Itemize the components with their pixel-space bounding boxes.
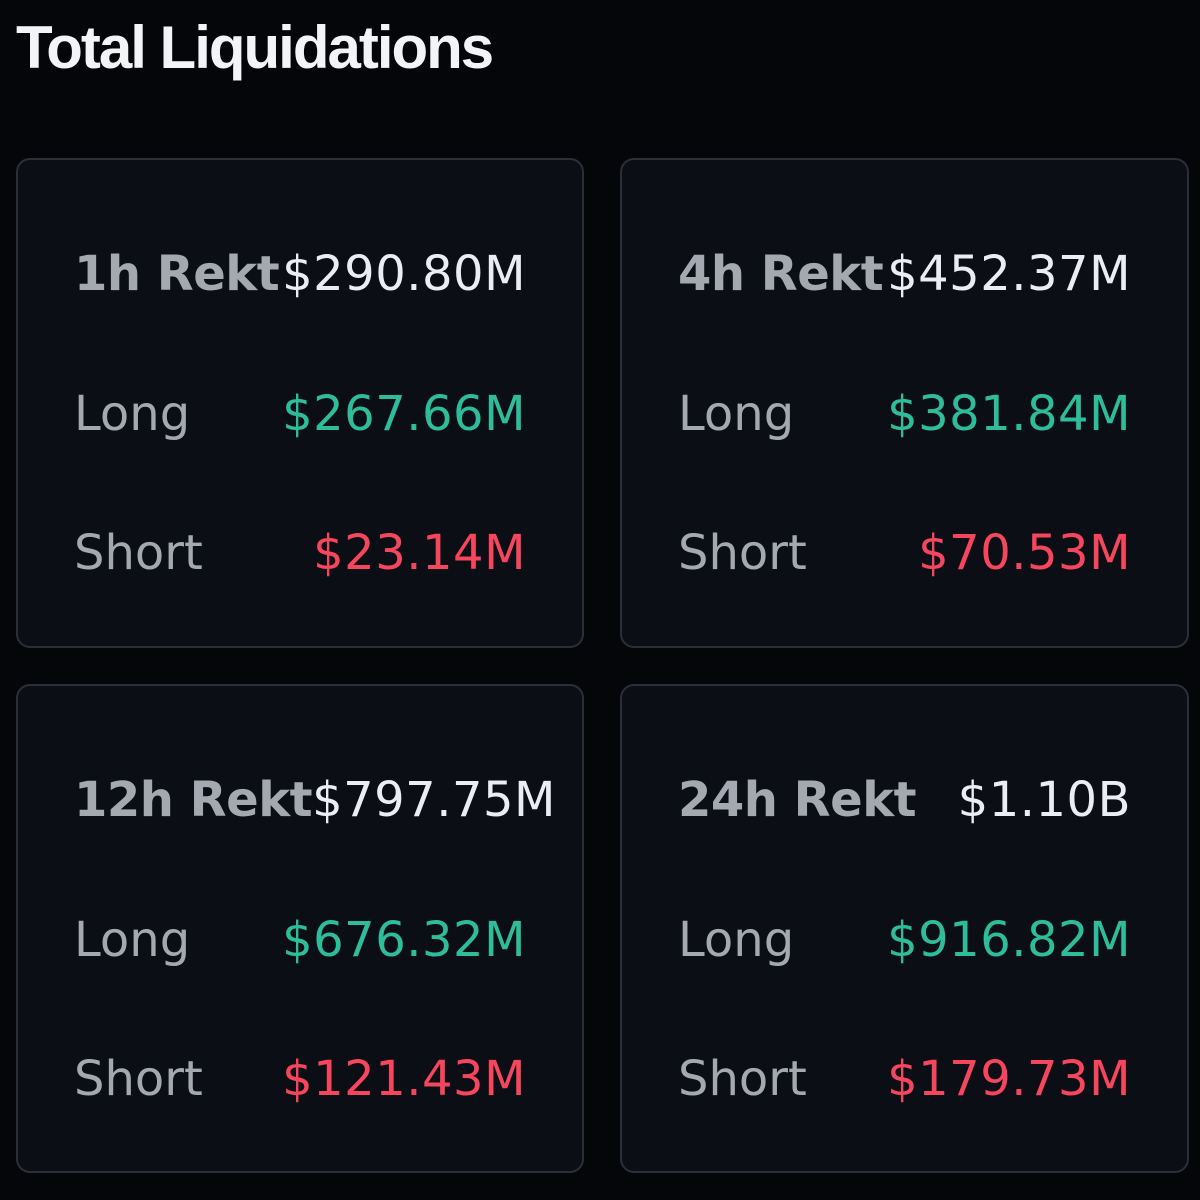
long-row: Long $381.84M xyxy=(678,384,1131,444)
long-value: $676.32M xyxy=(282,912,526,968)
period-label: 1h Rekt xyxy=(74,246,280,302)
short-label: Short xyxy=(678,525,807,581)
period-label: 4h Rekt xyxy=(678,246,884,302)
short-row: Short $179.73M xyxy=(678,1049,1131,1109)
long-label: Long xyxy=(74,912,191,968)
short-value: $179.73M xyxy=(887,1051,1131,1107)
total-row: 4h Rekt $452.37M xyxy=(678,244,1131,304)
total-value: $290.80M xyxy=(282,246,526,302)
total-row: 24h Rekt $1.10B xyxy=(678,770,1131,830)
short-row: Short $121.43M xyxy=(74,1049,526,1109)
total-row: 1h Rekt $290.80M xyxy=(74,244,526,304)
card-4h: 4h Rekt $452.37M Long $381.84M Short $70… xyxy=(620,158,1189,648)
total-value: $797.75M xyxy=(312,772,556,828)
long-label: Long xyxy=(678,912,795,968)
long-label: Long xyxy=(678,386,795,442)
card-24h: 24h Rekt $1.10B Long $916.82M Short $179… xyxy=(620,684,1189,1173)
long-value: $916.82M xyxy=(887,912,1131,968)
period-label: 12h Rekt xyxy=(74,772,313,828)
short-row: Short $23.14M xyxy=(74,523,526,583)
short-label: Short xyxy=(74,1051,203,1107)
total-value: $1.10B xyxy=(957,772,1131,828)
long-row: Long $916.82M xyxy=(678,910,1131,970)
short-row: Short $70.53M xyxy=(678,523,1131,583)
long-value: $267.66M xyxy=(282,386,526,442)
short-value: $70.53M xyxy=(918,525,1131,581)
long-row: Long $267.66M xyxy=(74,384,526,444)
long-row: Long $676.32M xyxy=(74,910,526,970)
card-1h: 1h Rekt $290.80M Long $267.66M Short $23… xyxy=(16,158,584,648)
short-value: $121.43M xyxy=(282,1051,526,1107)
long-label: Long xyxy=(74,386,191,442)
long-value: $381.84M xyxy=(887,386,1131,442)
total-value: $452.37M xyxy=(887,246,1131,302)
period-label: 24h Rekt xyxy=(678,772,917,828)
card-12h: 12h Rekt $797.75M Long $676.32M Short $1… xyxy=(16,684,584,1173)
short-label: Short xyxy=(74,525,203,581)
short-value: $23.14M xyxy=(313,525,526,581)
total-row: 12h Rekt $797.75M xyxy=(74,770,555,830)
page-title: Total Liquidations xyxy=(16,14,494,81)
short-label: Short xyxy=(678,1051,807,1107)
liquidation-cards-grid: 1h Rekt $290.80M Long $267.66M Short $23… xyxy=(16,158,1189,1173)
